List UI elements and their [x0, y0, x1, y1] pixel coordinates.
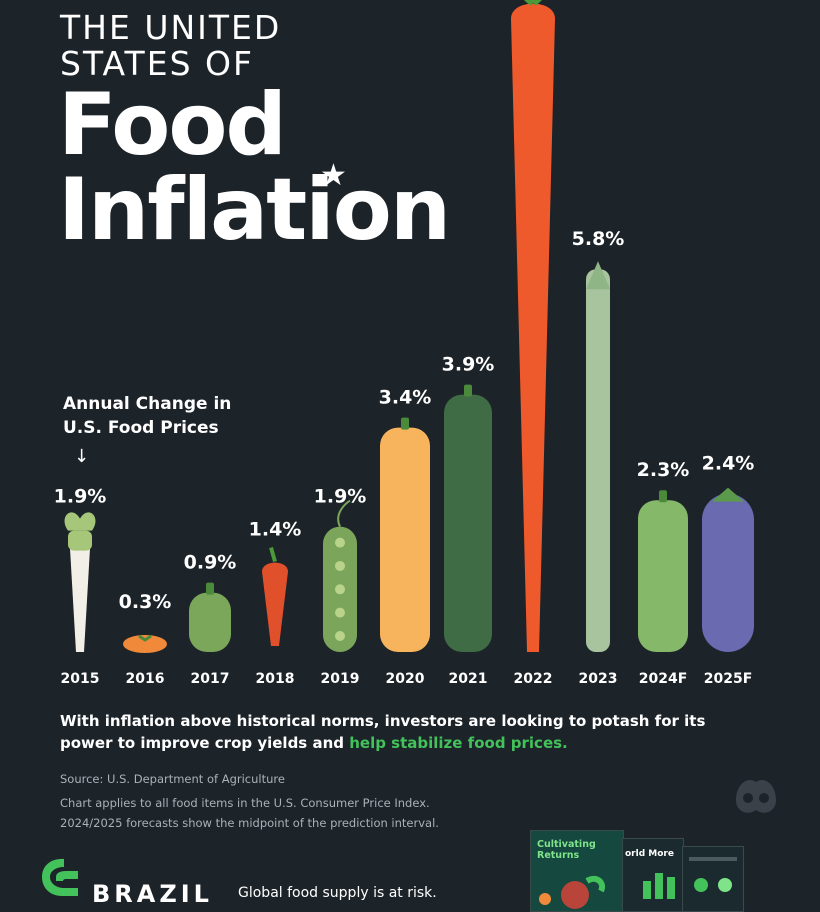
year-label-2015: 2015 [61, 671, 100, 687]
footer-main-text: With inflation above historical norms, i… [60, 712, 706, 752]
annotation-line-1: Annual Change in [63, 394, 232, 414]
pea [335, 607, 345, 618]
title-line-2: STATES OF [60, 44, 254, 83]
radish-root [70, 548, 90, 652]
zucchini-stem [464, 384, 472, 397]
source-text: Source: U.S. Department of Agriculture [60, 772, 285, 786]
value-label-2015: 1.9% [54, 486, 107, 508]
report-cover-2: orld More [622, 838, 684, 912]
value-label-2018: 1.4% [249, 519, 302, 541]
chart-annotation: Annual Change in U.S. Food Prices [63, 392, 231, 440]
arrow-down-icon: ↓ [74, 446, 90, 467]
year-label-2024F: 2024F [639, 671, 688, 687]
year-label-2022: 2022 [514, 671, 553, 687]
report-cover-2-title: orld More [625, 849, 674, 859]
year-label-2025F: 2025F [704, 671, 753, 687]
pear-stem [206, 582, 214, 595]
year-label-2018: 2018 [256, 671, 295, 687]
value-label-2023: 5.8% [572, 228, 625, 250]
year-label-2021: 2021 [449, 671, 488, 687]
title-line-1: THE UNITED [60, 8, 282, 47]
vegetable-bar-2017 [189, 582, 231, 652]
value-label-2024F: 2.3% [637, 459, 690, 481]
carrot-leaves [524, 0, 542, 6]
vegetable-bar-2022 [511, 0, 555, 653]
report-cover-3 [682, 846, 744, 912]
chili-body [262, 562, 288, 646]
vegetable-bar-2018 [262, 547, 288, 646]
pea [335, 560, 345, 571]
note-1: Chart applies to all food items in the U… [60, 796, 430, 810]
footer-statement: With inflation above historical norms, i… [60, 710, 760, 754]
vegetable-bar-2015 [64, 512, 96, 652]
vegetable-bar-2016 [123, 634, 167, 653]
asparagus-stalk [586, 269, 610, 652]
eggplant-body [702, 493, 754, 652]
tomato-body [123, 635, 167, 653]
report-cover-1-title: Cultivating Returns [537, 839, 596, 861]
brand-name: BRAZIL [92, 880, 213, 908]
report-cover-2-art [643, 873, 675, 899]
radish-top [68, 530, 92, 551]
eggplant-cap [712, 487, 744, 502]
radish-leaves [64, 512, 96, 531]
asparagus-tip [586, 261, 610, 290]
pea-tendril [337, 499, 351, 528]
carrot-body [511, 3, 555, 653]
source-notes: Source: U.S. Department of Agriculture C… [60, 770, 660, 834]
tomato-stem [138, 634, 152, 642]
title-inflation: Inflation [58, 160, 451, 260]
pea [335, 537, 345, 548]
year-label-2020: 2020 [386, 671, 425, 687]
vegetable-bar-2020 [380, 417, 430, 652]
value-label-2025F: 2.4% [702, 453, 755, 475]
note-2: 2024/2025 forecasts show the midpoint of… [60, 816, 439, 830]
pickle-stem [659, 490, 667, 503]
pea [335, 631, 345, 641]
value-label-2021: 3.9% [442, 354, 495, 376]
value-label-2016: 0.3% [119, 591, 172, 613]
annotation-line-2: U.S. Food Prices [63, 418, 219, 438]
brand-tagline: Global food supply is at risk. [238, 885, 437, 901]
squash-stem [401, 417, 409, 430]
value-label-2017: 0.9% [184, 552, 237, 574]
zucchini-body [444, 394, 492, 652]
title-food: Food [58, 75, 287, 175]
chili-stem [269, 547, 277, 563]
vegetable-bar-2023 [586, 261, 610, 652]
star-icon: ★ [320, 158, 347, 193]
report-cover-1-art [539, 875, 605, 909]
vegetable-bar-2024F [638, 490, 688, 652]
vegetable-bar-2025F [702, 487, 754, 652]
year-label-2017: 2017 [191, 671, 230, 687]
pear-body [189, 592, 231, 652]
pea [335, 584, 345, 595]
value-label-2019: 1.9% [314, 486, 367, 508]
report-cover-3-art [689, 857, 737, 892]
brazil-potash-logo-icon [42, 858, 78, 896]
food-inflation-chart: 1.9% 2015 0.3% 2016 0.9% 2017 1.4% 2018 1.9% 2019… [54, 0, 755, 687]
vegetable-bar-2021 [444, 384, 492, 652]
footer-highlight-text: help stabilize food prices. [349, 734, 568, 752]
publisher-logo-icon [736, 780, 776, 813]
pickle-body [638, 500, 688, 652]
year-label-2019: 2019 [321, 671, 360, 687]
year-label-2016: 2016 [126, 671, 165, 687]
vegetable-bar-2019 [323, 499, 357, 652]
squash-body [380, 427, 430, 652]
value-label-2020: 3.4% [379, 387, 432, 409]
year-label-2023: 2023 [579, 671, 618, 687]
